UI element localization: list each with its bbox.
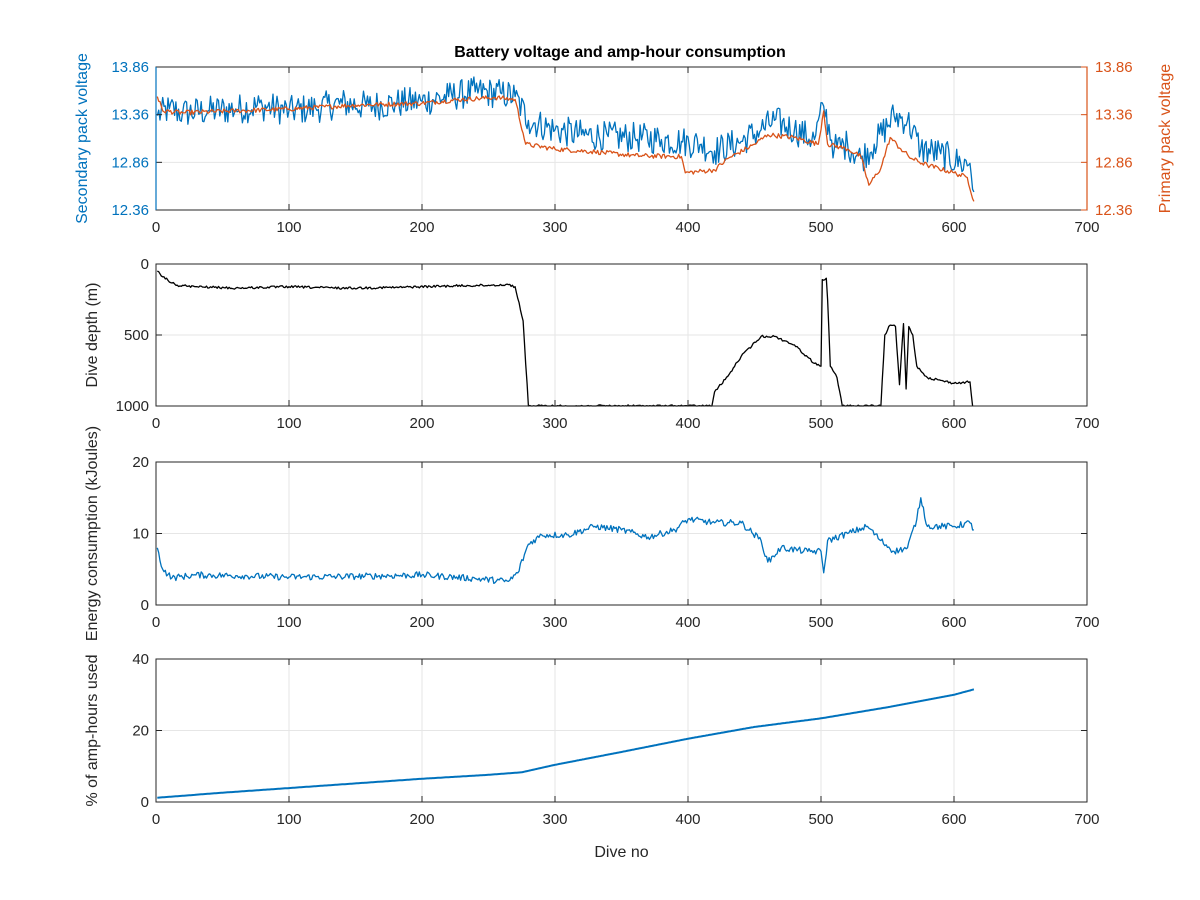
subplot-2: 0 100 200 300 400 500 600 700 0 500 1000 Dive depth… xyxy=(84,256,1100,432)
y-tick-label-right: 12.36 xyxy=(1095,202,1133,219)
x-tick-label: 200 xyxy=(409,614,434,631)
series-line-1 xyxy=(156,76,975,193)
x-tick-label: 100 xyxy=(276,614,301,631)
y-axis-label: Secondary pack voltage xyxy=(74,53,91,224)
y-axis-label: Dive depth (m) xyxy=(84,283,101,388)
x-tick-label: 700 xyxy=(1074,415,1099,432)
y-tick-label: 10 xyxy=(132,526,149,543)
y-tick-label: 12.86 xyxy=(111,154,149,171)
y-tick-label: 13.36 xyxy=(111,107,149,124)
subplots: 0 100 200 300 400 500 600 70012.3612.8613.3613.… xyxy=(74,53,1174,861)
x-tick-label: 600 xyxy=(941,219,966,236)
y-tick-label-right: 13.86 xyxy=(1095,59,1133,76)
y-tick-label: 20 xyxy=(132,723,149,740)
x-tick-label: 200 xyxy=(409,811,434,828)
x-tick-label: 0 xyxy=(152,415,160,432)
x-tick-label: 700 xyxy=(1074,614,1099,631)
y-tick-label: 40 xyxy=(132,651,149,668)
x-axis-label: Dive no xyxy=(594,844,648,861)
y-tick-label: 13.86 xyxy=(111,59,149,76)
y-tick-label: 12.36 xyxy=(111,202,149,219)
x-tick-label: 700 xyxy=(1074,219,1099,236)
subplot-3: 0 100 200 300 400 500 600 700 0 10 20 Energy consum… xyxy=(84,426,1100,641)
series-line-2 xyxy=(156,95,975,202)
y-tick-label: 20 xyxy=(132,454,149,471)
x-tick-label: 100 xyxy=(276,415,301,432)
x-tick-label: 600 xyxy=(941,614,966,631)
x-tick-label: 200 xyxy=(409,219,434,236)
x-tick-label: 500 xyxy=(808,811,833,828)
y-tick-label-right: 13.36 xyxy=(1095,107,1133,124)
x-tick-label: 500 xyxy=(808,219,833,236)
subplot-4: 0 100 200 300 400 500 600 700 0 20 40 % of amp-hour… xyxy=(84,651,1100,861)
y-tick-label: 0 xyxy=(141,794,149,811)
x-tick-label: 300 xyxy=(542,614,567,631)
y-axis-label-right: Primary pack voltage xyxy=(1157,64,1174,213)
series-line-1 xyxy=(156,497,974,585)
x-tick-label: 600 xyxy=(941,415,966,432)
x-tick-label: 100 xyxy=(276,811,301,828)
x-tick-label: 400 xyxy=(675,614,700,631)
x-tick-label: 300 xyxy=(542,811,567,828)
x-tick-label: 400 xyxy=(675,811,700,828)
figure-title: Battery voltage and amp-hour consumption xyxy=(454,44,786,61)
y-tick-label: 0 xyxy=(141,597,149,614)
x-tick-label: 300 xyxy=(542,415,567,432)
y-tick-label: 1000 xyxy=(116,398,149,415)
x-tick-label: 300 xyxy=(542,219,567,236)
x-tick-label: 200 xyxy=(409,415,434,432)
subplot-1: 0 100 200 300 400 500 600 70012.3612.8613.3613.… xyxy=(74,53,1174,236)
x-tick-label: 600 xyxy=(941,811,966,828)
y-axis-label: Energy consumption (kJoules) xyxy=(84,426,101,641)
x-tick-label: 500 xyxy=(808,614,833,631)
x-tick-label: 700 xyxy=(1074,811,1099,828)
x-tick-label: 0 xyxy=(152,219,160,236)
y-tick-label-right: 12.86 xyxy=(1095,154,1133,171)
y-axis-label: % of amp-hours used xyxy=(84,654,101,806)
x-tick-label: 100 xyxy=(276,219,301,236)
y-tick-label: 0 xyxy=(141,256,149,273)
x-tick-label: 500 xyxy=(808,415,833,432)
y-tick-label: 500 xyxy=(124,327,149,344)
x-tick-label: 0 xyxy=(152,614,160,631)
x-tick-label: 400 xyxy=(675,415,700,432)
x-tick-label: 400 xyxy=(675,219,700,236)
series-line-1 xyxy=(157,688,975,799)
x-tick-label: 0 xyxy=(152,811,160,828)
